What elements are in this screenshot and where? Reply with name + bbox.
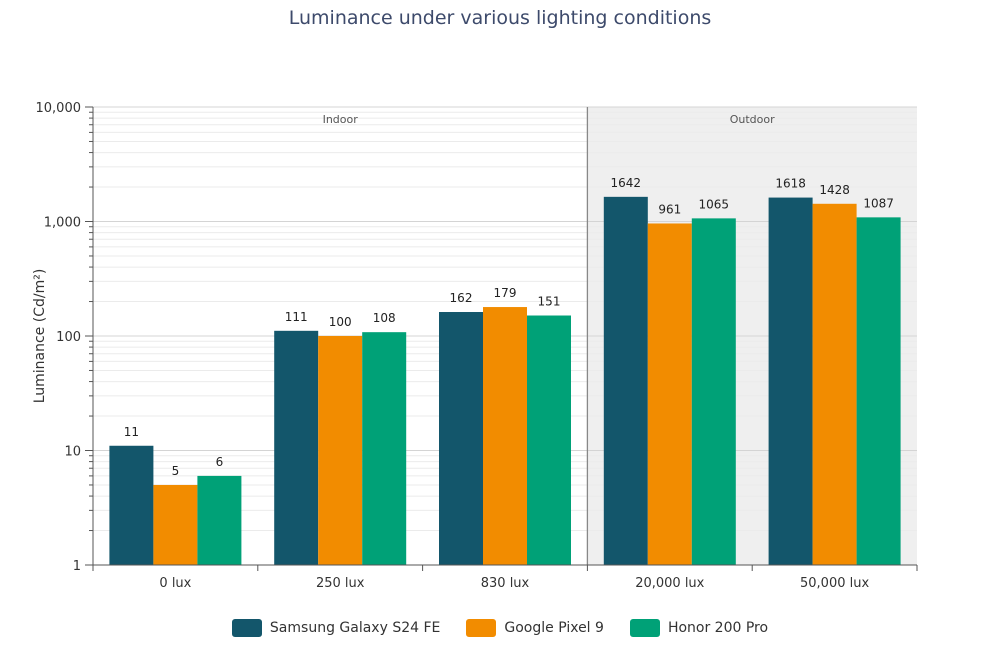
bar — [812, 203, 857, 565]
data-label: 162 — [450, 291, 473, 305]
bar — [603, 196, 648, 565]
y-tick-label: 1,000 — [44, 216, 81, 231]
bar — [647, 223, 692, 566]
axis-layer — [85, 106, 918, 571]
data-label: 1087 — [863, 196, 894, 210]
legend-item[interactable]: Samsung Galaxy S24 FE — [231, 619, 441, 637]
x-tick-label: 50,000 lux — [800, 576, 869, 591]
label-layer: Indoor Outdoor 1 10 100 1,000 10,000 Luminance … — [32, 101, 894, 591]
data-label: 1428 — [819, 183, 850, 197]
legend-item[interactable]: Honor 200 Pro — [629, 619, 769, 637]
data-label: 6 — [216, 455, 224, 469]
y-tick-label: 1 — [73, 559, 81, 574]
bar — [153, 484, 198, 565]
x-tick-label: 0 lux — [159, 576, 191, 591]
data-label: 1065 — [699, 197, 730, 211]
legend-item[interactable]: Google Pixel 9 — [466, 619, 604, 637]
bar-layer — [109, 196, 901, 566]
data-label: 1618 — [775, 177, 806, 191]
chart-title: Luminance under various lighting conditi… — [288, 7, 712, 29]
band-label-indoor: Indoor — [323, 113, 359, 126]
legend-label: Google Pixel 9 — [504, 620, 604, 636]
y-tick-label: 10 — [64, 445, 81, 460]
x-tick-label: 20,000 lux — [635, 576, 704, 591]
y-tick-label: 100 — [56, 330, 81, 345]
bar — [483, 307, 527, 565]
legend-label: Samsung Galaxy S24 FE — [269, 620, 441, 636]
data-label: 5 — [172, 464, 180, 478]
bar — [109, 445, 154, 565]
bar — [439, 312, 483, 565]
bar — [362, 332, 407, 565]
data-label: 111 — [285, 310, 308, 324]
data-label: 100 — [329, 315, 352, 329]
x-tick-label: 830 lux — [481, 576, 530, 591]
bar — [318, 336, 363, 565]
legend: Samsung Galaxy S24 FE Google Pixel 9 Honor… — [0, 619, 1000, 637]
band-label-outdoor: Outdoor — [730, 113, 775, 126]
data-label: 108 — [373, 311, 396, 325]
data-label: 151 — [538, 295, 561, 309]
bar — [856, 217, 901, 565]
bar — [274, 330, 319, 565]
data-label: 179 — [494, 286, 517, 300]
bar — [197, 475, 242, 565]
data-label: 11 — [124, 425, 139, 439]
legend-swatch — [231, 619, 262, 637]
bar — [527, 315, 571, 565]
bar — [768, 197, 813, 565]
data-label: 961 — [658, 202, 681, 216]
legend-swatch — [629, 619, 660, 637]
legend-label: Honor 200 Pro — [667, 620, 769, 636]
legend-swatch — [466, 619, 497, 637]
y-tick-label: 10,000 — [36, 101, 82, 116]
data-label: 1642 — [611, 176, 642, 190]
bar — [691, 218, 736, 565]
x-tick-label: 250 lux — [316, 576, 365, 591]
y-axis-title: Luminance (Cd/m²) — [32, 269, 48, 404]
